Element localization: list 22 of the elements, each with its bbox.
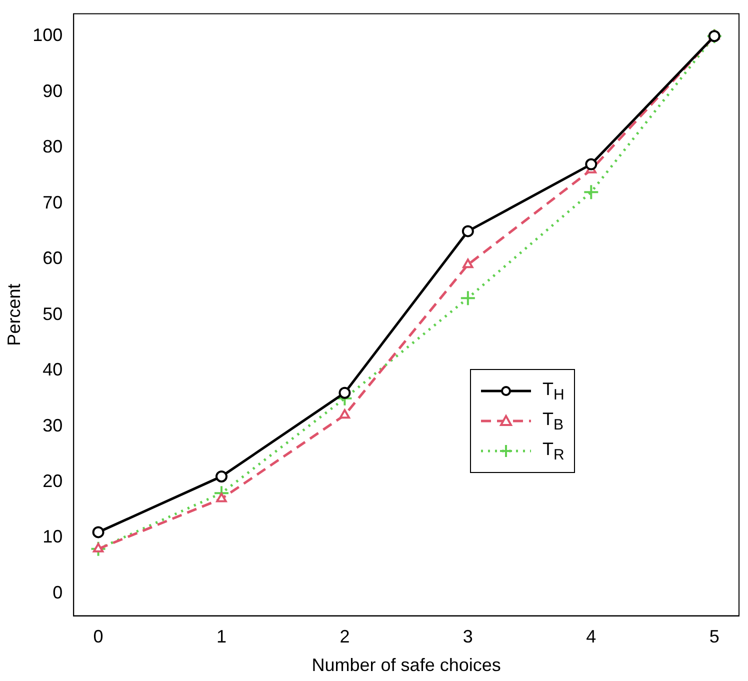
- y-tick-label: 100: [32, 25, 63, 46]
- x-tick-label: 1: [216, 626, 226, 647]
- legend-label: T$_{R}$: [542, 438, 564, 464]
- y-tick-label: 30: [42, 415, 63, 436]
- y-tick-label: 80: [42, 136, 63, 157]
- x-tick-label: 3: [462, 626, 473, 647]
- y-tick-label: 0: [52, 582, 63, 602]
- x-tick-label: 0: [93, 626, 104, 647]
- y-tick-label: 60: [42, 248, 63, 268]
- x-tick-label: 4: [586, 626, 596, 647]
- legend-label: T$_{B}$: [542, 408, 564, 434]
- x-tick-label: 2: [340, 626, 350, 647]
- y-tick-label: 50: [42, 304, 63, 324]
- x-tick-label: 5: [709, 626, 720, 647]
- y-tick-label: 20: [42, 470, 63, 491]
- y-tick-label: 70: [42, 192, 63, 212]
- legend-label: T$_{H}$: [542, 378, 564, 404]
- y-axis-title: Percent: [4, 284, 24, 346]
- x-axis-title: Number of safe choices: [312, 655, 501, 676]
- y-tick-label: 90: [42, 80, 63, 101]
- y-tick-label: 40: [42, 360, 63, 380]
- y-tick-label: 10: [42, 526, 63, 547]
